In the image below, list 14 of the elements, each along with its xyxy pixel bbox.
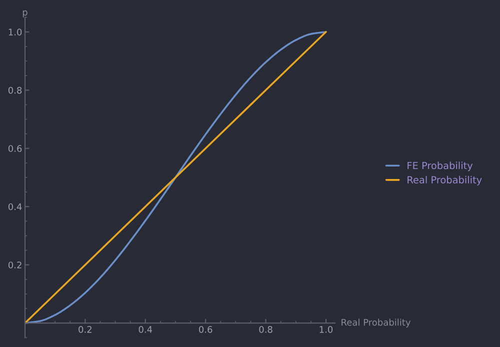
x-tick-label: 0.8 — [259, 326, 272, 333]
legend-label: Real Probability — [408, 176, 482, 186]
x-tick-label: 0.6 — [199, 326, 212, 333]
x-tick-label: 0.4 — [138, 326, 152, 333]
y-tick-label: 1.0 — [8, 28, 22, 36]
legend-label: FE Probability — [408, 162, 473, 172]
y-tick-label: 0.8 — [8, 86, 22, 94]
y-tick-label: 0.2 — [8, 262, 22, 268]
x-tick-label: 0.2 — [78, 326, 92, 333]
x-tick-label: 1.0 — [320, 326, 333, 333]
y-tick-label: 0.6 — [8, 145, 22, 152]
y-tick-label: 0.4 — [8, 203, 22, 210]
y-axis-title: p — [22, 10, 28, 18]
x-axis-title: Real Probability — [342, 318, 411, 328]
